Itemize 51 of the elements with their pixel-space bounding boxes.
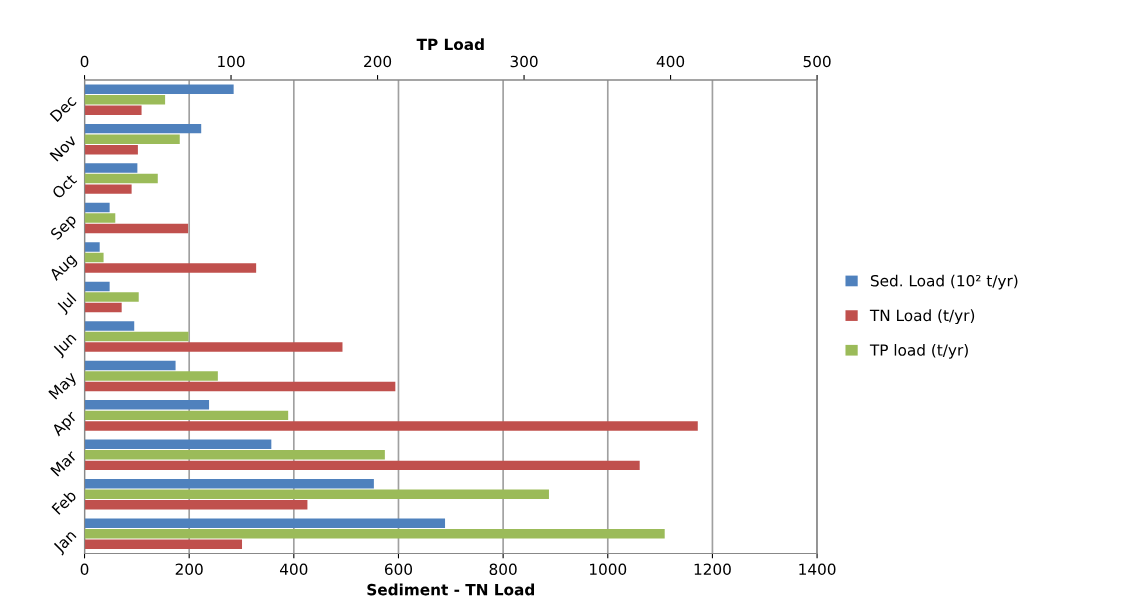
bar <box>84 321 135 331</box>
bar <box>84 163 138 173</box>
bar <box>84 421 698 431</box>
bar <box>84 302 122 313</box>
bar <box>84 242 100 252</box>
y-tick-label: Jul <box>55 292 79 316</box>
x2-tick-label: 300 <box>510 55 538 68</box>
bar <box>84 539 243 550</box>
bar <box>84 381 396 392</box>
bar <box>84 84 234 94</box>
bar <box>84 460 640 471</box>
y-tick-label: Oct <box>51 173 78 200</box>
x2-tick-label: 200 <box>364 55 392 68</box>
y-tick-label: Jun <box>52 331 79 359</box>
x2-tick-label: 400 <box>656 55 685 68</box>
bar <box>84 281 110 292</box>
x-tick-label: 1400 <box>799 563 836 576</box>
legend-label: TN Load (t/yr) <box>869 309 975 325</box>
bar <box>84 144 138 155</box>
y-tick-label: Apr <box>50 409 80 439</box>
x-tick-label: 1200 <box>694 563 731 576</box>
bar <box>84 479 374 489</box>
y-tick-label: Feb <box>51 489 77 515</box>
bar <box>84 123 202 134</box>
x2-tick-label: 500 <box>803 55 831 68</box>
y-tick-label: Dec <box>49 94 77 123</box>
bar <box>84 263 257 273</box>
x2-tick-label: 100 <box>218 55 245 68</box>
bar <box>84 105 142 115</box>
x-tick-label: 400 <box>279 563 308 576</box>
x-axis-title: Sediment - TN Load <box>367 583 535 596</box>
bar <box>84 518 446 528</box>
x-tick-label: 800 <box>489 563 517 576</box>
bar <box>84 342 343 352</box>
bar <box>84 500 308 510</box>
x-tick-label: 600 <box>384 563 413 576</box>
x-tick-label: 0 <box>80 563 89 576</box>
x2-axis-title: TP Load <box>416 38 484 51</box>
bar <box>84 184 132 194</box>
bar <box>84 360 176 371</box>
bar <box>84 223 189 234</box>
y-tick-label: Sep <box>49 213 80 243</box>
bar <box>84 400 210 410</box>
legend-label: TP load (t/yr) <box>869 343 968 359</box>
x2-tick-label: 0 <box>80 55 89 68</box>
legend-label: Sed. Load (10² t/yr) <box>870 274 1018 290</box>
bar <box>84 439 272 450</box>
x-tick-label: 1000 <box>590 563 627 576</box>
x-tick-label: 200 <box>175 563 203 576</box>
y-tick-label: Jan <box>52 529 79 556</box>
bar <box>84 202 110 213</box>
